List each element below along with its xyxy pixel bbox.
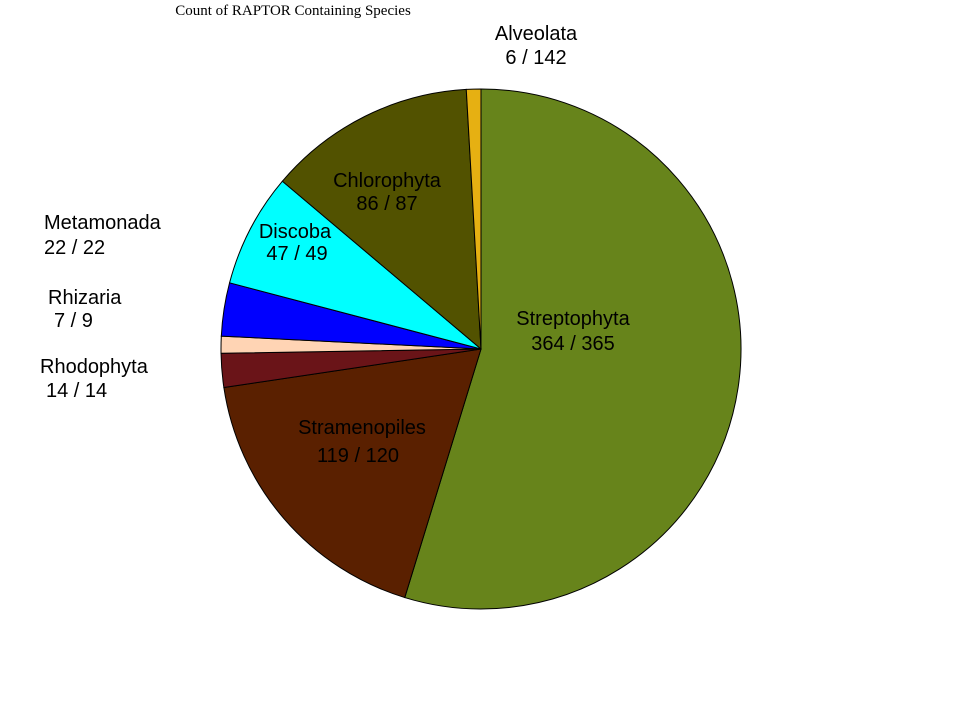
pie-slice-streptophyta <box>404 88 742 610</box>
slice-name-discoba: Discoba <box>259 221 332 243</box>
slice-count-metamonada: 22 / 22 <box>44 237 105 259</box>
slice-name-chlorophyta: Chlorophyta <box>333 170 442 192</box>
slice-name-metamonada: Metamonada <box>44 212 162 234</box>
slice-count-streptophyta: 364 / 365 <box>531 333 614 355</box>
pie-slices <box>220 88 742 610</box>
pie-slice-alveolata <box>465 88 482 350</box>
slice-count-discoba: 47 / 49 <box>266 243 327 265</box>
pie-slice-chlorophyta <box>281 88 482 351</box>
pie-slice-discoba <box>228 180 482 350</box>
slice-count-stramenopiles: 119 / 120 <box>317 445 399 467</box>
slice-count-rhodophyta: 14 / 14 <box>46 380 107 402</box>
slice-name-rhodophyta: Rhodophyta <box>40 356 149 378</box>
slice-name-rhizaria: Rhizaria <box>48 287 122 309</box>
slice-count-chlorophyta: 86 / 87 <box>356 193 417 215</box>
slice-count-alveolata: 6 / 142 <box>505 47 566 69</box>
pie-labels: Streptophyta 364 / 365 Stramenopiles 119 / … <box>40 23 631 467</box>
slice-name-stramenopiles: Stramenopiles <box>298 417 426 439</box>
pie-slice-stramenopiles <box>223 348 482 599</box>
chart-title: Count of RAPTOR Containing Species <box>175 3 411 19</box>
slice-count-rhizaria: 7 / 9 <box>54 310 93 332</box>
slice-name-streptophyta: Streptophyta <box>516 308 630 330</box>
slice-name-alveolata: Alveolata <box>495 23 578 45</box>
